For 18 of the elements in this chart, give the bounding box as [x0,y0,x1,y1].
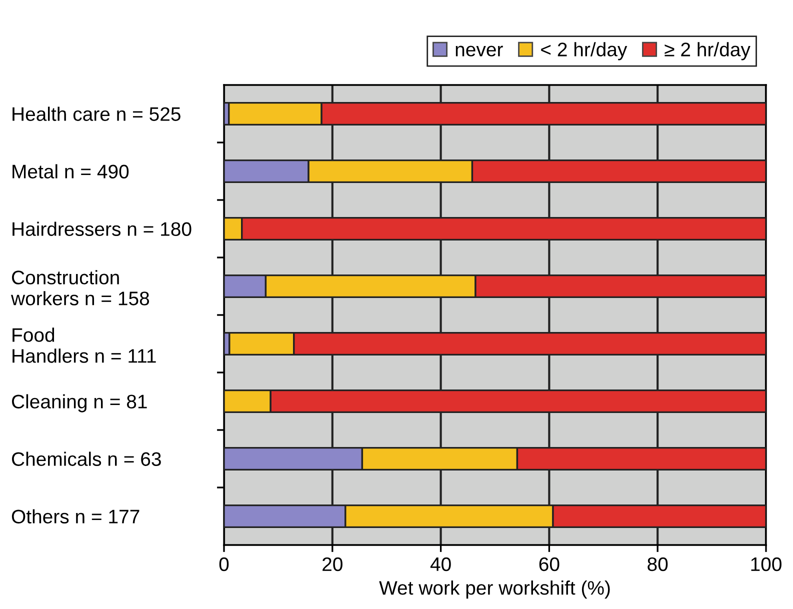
y-tick-label: Health care n = 525 [12,106,180,121]
x-tick-label: 80 [648,557,668,572]
legend-label: < 2 hr/day [541,42,628,60]
x-tick-label: 60 [539,557,560,572]
x-axis-title: Wet work per workshift (%) [379,580,610,599]
y-tick-label: Cleaning n = 81 [12,394,147,412]
y-tick-label: Chemicals n = 63 [12,452,161,466]
x-tick-label: 100 [751,557,782,572]
y-tick-label: Others n = 177 [12,509,140,524]
y-tick-label: Metal n = 490 [12,164,129,178]
legend-label: never [456,46,503,56]
x-tick-label: 40 [430,557,451,572]
legend-label: ≥ 2 hr/day [664,42,750,60]
x-tick-label: 0 [219,557,229,572]
y-tick-label: Food Handlers n = 111 [12,328,156,363]
x-tick-label: 20 [322,557,342,572]
y-tick-label: Hairdressers n = 180 [12,222,192,236]
y-tick-label: Construction workers n = 158 [10,270,150,306]
